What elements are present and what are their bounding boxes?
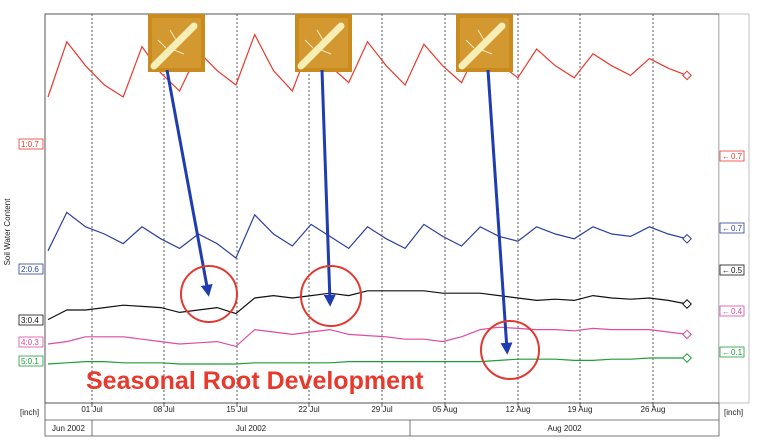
left-label-box — [18, 314, 44, 326]
left-series-labels: 1:0.7 2:0.6 3:0.4 4:0.3 5:0.1 — [18, 138, 44, 367]
right-label-arrow: ← — [722, 307, 730, 316]
root-photo-3 — [456, 14, 513, 72]
root-photo-root — [150, 22, 198, 70]
left-label-box — [18, 336, 44, 348]
root-arrow-2 — [320, 69, 336, 307]
month-label: Jun 2002 — [52, 424, 85, 433]
left-label-4: 4:0.3 — [18, 336, 44, 348]
left-label-text: 4:0.3 — [21, 338, 39, 347]
month-label: Aug 2002 — [547, 424, 582, 433]
root-photo-1 — [148, 14, 205, 72]
right-label-text: 0.4 — [731, 307, 743, 316]
y-axis-label: Soil Water Content — [3, 198, 12, 266]
end-marker-5 — [682, 353, 692, 363]
root-photo-hairs — [465, 25, 501, 55]
right-label-box — [719, 222, 745, 234]
series-line-3 — [47, 290, 688, 321]
left-label-box — [18, 263, 44, 275]
right-label-5: ← 0.1 — [719, 346, 745, 358]
root-arrow-1 — [165, 69, 213, 297]
left-label-3: 3:0.4 — [18, 314, 44, 326]
right-label-1: ← 0.7 — [719, 150, 745, 162]
x-tick-label: 29 Jul — [371, 405, 393, 414]
right-label-box — [719, 305, 745, 317]
right-end-markers — [682, 70, 692, 363]
vertical-grid — [91, 14, 654, 403]
series-line-4 — [47, 326, 688, 348]
root-photo-hairs — [157, 25, 193, 55]
right-label-text: 0.7 — [731, 224, 743, 233]
end-marker-3 — [682, 299, 692, 309]
root-photo-hairs — [304, 25, 340, 55]
x-tick-label: 19 Aug — [568, 405, 593, 414]
month-labels: Jun 2002 Jul 2002 Aug 2002 — [52, 420, 582, 436]
left-label-box — [18, 138, 44, 150]
right-label-box — [719, 264, 745, 276]
right-label-text: 0.5 — [731, 266, 743, 275]
right-label-box — [719, 346, 745, 358]
right-label-text: 0.7 — [731, 152, 743, 161]
right-label-arrow: ← — [722, 348, 730, 357]
end-marker-1 — [682, 70, 692, 81]
x-tick-labels: 01 Jul 08 Jul 15 Jul 22 Jul 29 Jul 05 Aug 12 A… — [81, 403, 665, 414]
x-tick-label: 08 Jul — [153, 405, 175, 414]
root-photo-2 — [295, 14, 352, 72]
left-label-text: 1:0.7 — [21, 140, 39, 149]
right-label-arrow: ← — [722, 266, 730, 275]
series-line-2 — [47, 211, 688, 259]
left-label-1: 1:0.7 — [18, 138, 44, 150]
x-tick-label: 22 Jul — [298, 405, 320, 414]
right-label-text: 0.1 — [731, 348, 743, 357]
right-label-4: ← 0.4 — [719, 305, 745, 317]
x-tick-label: 05 Aug — [433, 405, 458, 414]
right-margin-frame — [718, 13, 750, 404]
annotation-title: Seasonal Root Development — [86, 367, 424, 395]
series-line-5 — [47, 357, 687, 365]
right-label-arrow: ← — [722, 152, 730, 161]
root-images — [148, 14, 513, 72]
left-label-2: 2:0.6 — [18, 263, 44, 275]
right-label-box — [719, 150, 745, 162]
right-label-2: ← 0.7 — [719, 222, 745, 234]
x-tick-label: 15 Jul — [226, 405, 248, 414]
x-tick-label: 01 Jul — [81, 405, 103, 414]
root-photo-root — [297, 22, 345, 70]
right-series-labels: ← 0.7← 0.7← 0.5← 0.4← 0.1 — [719, 150, 745, 358]
right-label-3: ← 0.5 — [719, 264, 745, 276]
left-label-5: 5:0.1 — [18, 355, 44, 367]
left-label-text: 5:0.1 — [21, 357, 39, 366]
x-unit-label: [inch] — [20, 408, 39, 417]
x-tick-label: 12 Aug — [506, 405, 531, 414]
right-label-arrow: ← — [722, 224, 730, 233]
root-circle-2 — [300, 265, 362, 327]
left-label-text: 3:0.4 — [21, 316, 39, 325]
left-label-box — [18, 355, 44, 367]
root-photo-root — [458, 22, 506, 70]
left-label-text: 2:0.6 — [21, 265, 39, 274]
end-marker-4 — [682, 329, 692, 340]
right-unit-label: [inch] — [724, 408, 743, 417]
end-marker-2 — [682, 233, 692, 244]
plot-frame — [44, 13, 720, 404]
month-label: Jul 2002 — [236, 424, 267, 433]
x-tick-label: 26 Aug — [641, 405, 666, 414]
root-circle-3 — [480, 320, 540, 380]
root-arrow-3 — [486, 69, 513, 355]
root-circle-1 — [180, 265, 238, 323]
